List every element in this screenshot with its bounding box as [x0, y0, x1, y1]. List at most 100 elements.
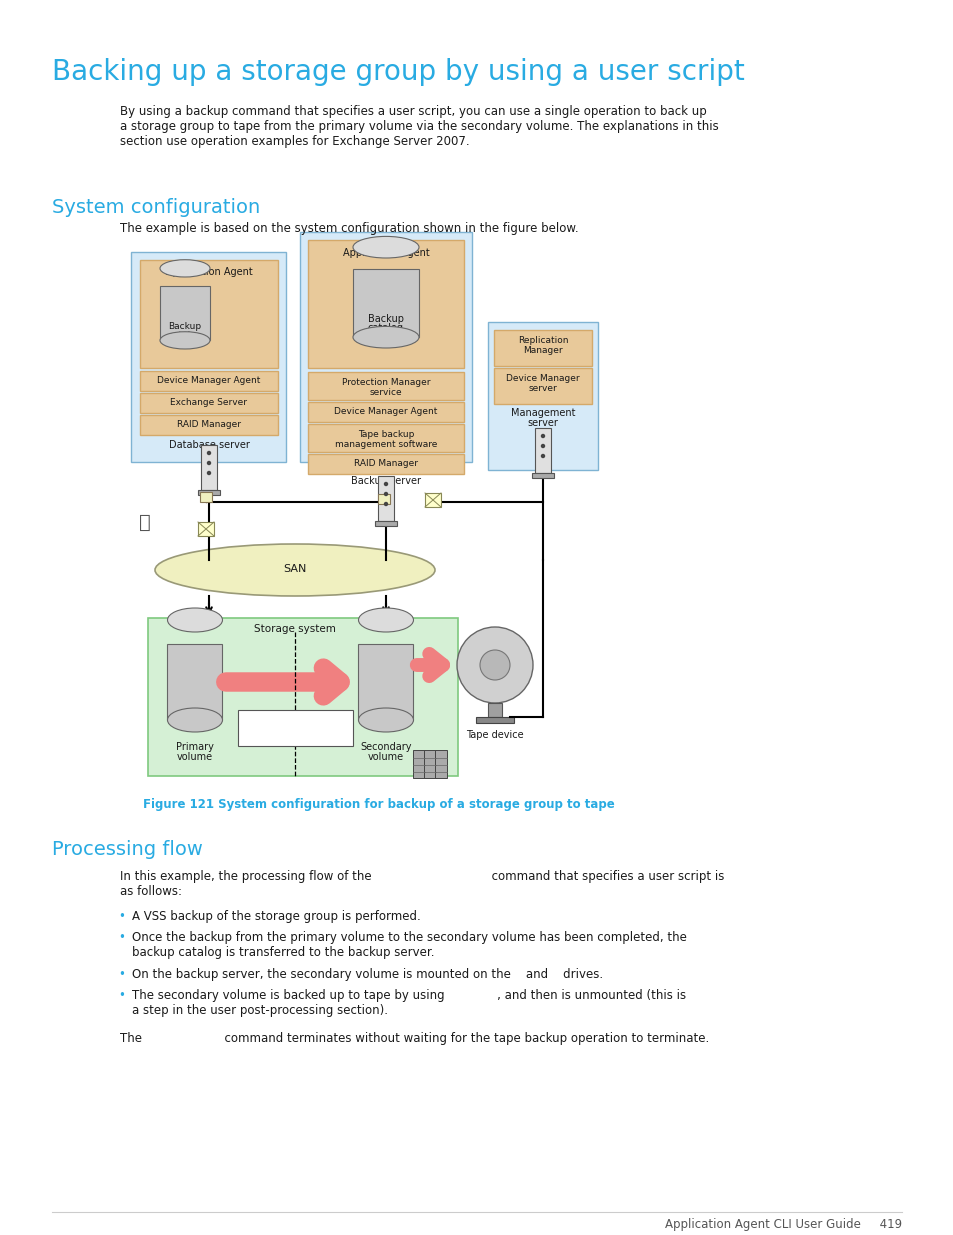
Bar	[198, 522, 213, 536]
Text: Backup: Backup	[368, 314, 403, 324]
Text: Primary: Primary	[176, 742, 213, 752]
Ellipse shape	[353, 326, 418, 348]
Text: Management: Management	[510, 408, 575, 417]
Bar	[308, 424, 463, 452]
Bar	[299, 232, 472, 462]
Ellipse shape	[154, 543, 435, 597]
Text: volume: volume	[176, 752, 213, 762]
Text: RAID Manager: RAID Manager	[354, 459, 417, 468]
Bar	[377, 475, 394, 521]
Text: Exchange Server: Exchange Server	[171, 398, 247, 408]
Bar	[308, 403, 463, 422]
Circle shape	[541, 435, 544, 437]
Text: service: service	[370, 388, 402, 396]
Bar	[353, 269, 418, 337]
Bar	[377, 494, 390, 504]
Bar	[198, 490, 220, 495]
Bar	[308, 240, 463, 368]
Circle shape	[208, 472, 211, 474]
Text: Application Agent: Application Agent	[166, 267, 253, 277]
Bar	[140, 415, 277, 435]
Bar	[308, 454, 463, 474]
Text: By using a backup command that specifies a user script, you can use a single ope: By using a backup command that specifies…	[120, 105, 718, 148]
Bar	[375, 521, 396, 526]
Bar	[488, 322, 598, 471]
Ellipse shape	[358, 608, 413, 632]
Text: Manager: Manager	[522, 346, 562, 354]
Text: Once the backup from the primary volume to the secondary volume has been complet: Once the backup from the primary volume …	[132, 931, 686, 960]
Text: Tape device: Tape device	[466, 730, 523, 740]
Bar	[237, 710, 353, 746]
Text: Processing flow: Processing flow	[52, 840, 203, 860]
Bar	[168, 643, 222, 720]
Bar	[160, 285, 210, 341]
Text: Application Agent CLI User Guide     419: Application Agent CLI User Guide 419	[664, 1218, 901, 1231]
FancyArrowPatch shape	[416, 653, 442, 676]
Text: SAN: SAN	[283, 564, 306, 574]
Circle shape	[479, 650, 510, 680]
Text: catalog: catalog	[368, 324, 403, 333]
Text: server: server	[527, 417, 558, 429]
Circle shape	[384, 503, 387, 505]
Text: Device Manager Agent: Device Manager Agent	[157, 375, 260, 385]
Bar	[308, 372, 463, 400]
Text: The example is based on the system configuration shown in the figure below.: The example is based on the system confi…	[120, 222, 578, 235]
Text: System configuration: System configuration	[52, 198, 260, 217]
Text: Secondary: Secondary	[360, 742, 412, 752]
Text: catalog: catalog	[168, 331, 201, 340]
Text: •: •	[118, 931, 125, 944]
Bar	[488, 703, 501, 718]
Bar	[424, 493, 440, 508]
Text: Figure 121 System configuration for backup of a storage group to tape: Figure 121 System configuration for back…	[143, 798, 614, 811]
Ellipse shape	[168, 708, 222, 732]
Bar	[140, 261, 277, 368]
Bar	[532, 473, 554, 478]
Text: The secondary volume is backed up to tape by using              , and then is un: The secondary volume is backed up to tap…	[132, 989, 685, 1016]
Bar	[148, 618, 457, 776]
Ellipse shape	[160, 332, 210, 350]
Text: Volume replication: Volume replication	[253, 716, 337, 725]
Text: Storage system: Storage system	[253, 624, 335, 634]
Bar	[435, 750, 447, 778]
Text: Application Agent: Application Agent	[342, 248, 429, 258]
Bar	[476, 718, 514, 722]
Text: Backup server: Backup server	[351, 475, 420, 487]
Text: •: •	[118, 989, 125, 1002]
Bar	[140, 370, 277, 391]
Text: Device Manager Agent: Device Manager Agent	[334, 408, 437, 416]
Bar	[423, 750, 436, 778]
Bar	[200, 492, 212, 501]
Text: server: server	[528, 384, 557, 393]
Circle shape	[541, 454, 544, 457]
Ellipse shape	[353, 236, 418, 258]
Text: •: •	[118, 968, 125, 981]
FancyArrowPatch shape	[226, 668, 339, 695]
Text: Backing up a storage group by using a user script: Backing up a storage group by using a us…	[52, 58, 744, 86]
Bar	[201, 445, 216, 490]
Text: A VSS backup of the storage group is performed.: A VSS backup of the storage group is per…	[132, 910, 420, 923]
Text: Replication: Replication	[517, 336, 568, 345]
Text: Tape backup: Tape backup	[357, 430, 414, 438]
Bar	[494, 368, 592, 404]
Bar	[131, 252, 286, 462]
Ellipse shape	[160, 259, 210, 277]
Text: The                      command terminates without waiting for the tape backup : The command terminates without waiting f…	[120, 1032, 708, 1045]
Bar	[358, 643, 413, 720]
Ellipse shape	[358, 708, 413, 732]
Text: 🧑: 🧑	[139, 513, 151, 532]
Text: Protection Manager: Protection Manager	[341, 378, 430, 387]
Text: management software: management software	[335, 440, 436, 450]
Ellipse shape	[168, 608, 222, 632]
Text: RAID Manager: RAID Manager	[177, 420, 241, 429]
Circle shape	[384, 483, 387, 485]
Text: Backup: Backup	[169, 322, 201, 331]
Circle shape	[456, 627, 533, 703]
Bar	[413, 750, 424, 778]
Text: Device Manager: Device Manager	[506, 374, 579, 383]
Text: Database server: Database server	[169, 440, 249, 450]
Circle shape	[384, 493, 387, 495]
Circle shape	[208, 462, 211, 464]
Circle shape	[208, 452, 211, 454]
Text: In this example, the processing flow of the                                comma: In this example, the processing flow of …	[120, 869, 723, 898]
Text: function: function	[276, 726, 314, 735]
